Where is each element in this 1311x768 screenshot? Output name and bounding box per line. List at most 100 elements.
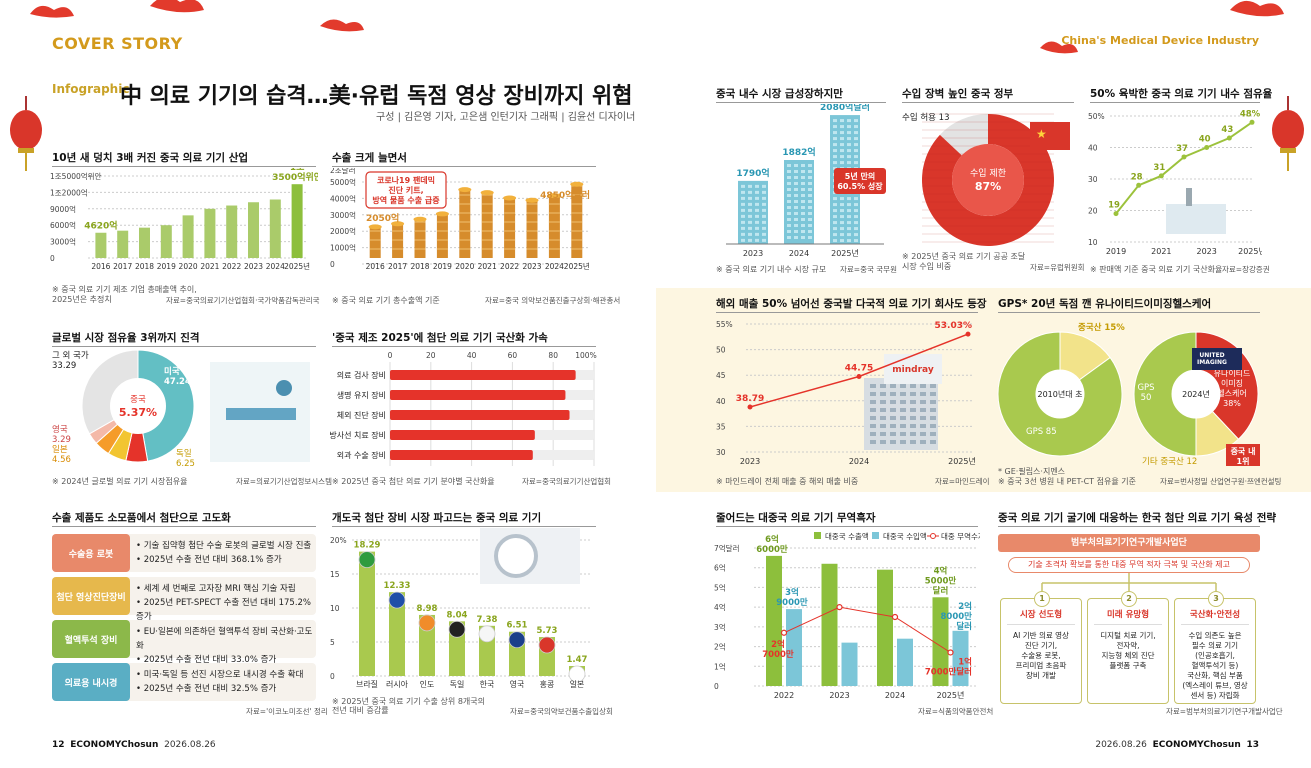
x-tick-label: 2023 (244, 262, 263, 271)
y-category-label: 외과 수술 장비 (337, 450, 386, 460)
building-label: mindray (892, 365, 934, 375)
window (854, 209, 858, 213)
window (910, 392, 916, 396)
data-label: 31 (1153, 163, 1165, 173)
window (741, 202, 745, 206)
bar (390, 450, 533, 460)
window (833, 215, 837, 219)
strategy-card: 미래 유망형 디지털 치료 기기, 전자약, 지능형 체외 진단 플랫폼 구축 (1087, 598, 1169, 704)
bar (436, 213, 448, 258)
donut2-united-label: 유나이티드 이미징 헬스케어 38% (1214, 368, 1251, 408)
label-jp: 일본 4.56 (52, 445, 71, 465)
data-label: 43 (1221, 125, 1233, 135)
window (920, 392, 926, 396)
donut-center (1172, 370, 1220, 418)
window (880, 432, 886, 436)
y-tick-label: 0 (714, 682, 719, 691)
y-tick-label: 3000억 (50, 238, 76, 247)
panel9-note2: ※ 중국 3선 병원 내 PET-CT 점유율 기준 (998, 477, 1136, 486)
window (787, 200, 791, 204)
window (787, 164, 791, 168)
label-uk: 영국 3.29 (52, 424, 71, 445)
data-point (856, 373, 862, 379)
x-tick-label: 2016 (366, 262, 385, 271)
flag-icon (538, 636, 556, 654)
window (833, 125, 837, 129)
data-label: 7.38 (477, 615, 498, 625)
data-point (1204, 145, 1210, 150)
window (762, 220, 766, 224)
panel2-note: ※ 중국 의료 기기 총수출액 기준 (332, 296, 440, 305)
data-point (747, 404, 753, 410)
window (880, 384, 886, 388)
y-tick-label: 30 (1088, 175, 1098, 184)
window (833, 209, 837, 213)
bar (392, 223, 404, 258)
footer-left-date: 2026.08.26 (164, 740, 216, 750)
donut1-gps-label: GPS 85 (1026, 427, 1057, 437)
window (880, 416, 886, 420)
panel8-source: 자료=마인드레이 (935, 477, 990, 486)
x-tick-label: 독일 (450, 680, 465, 689)
panel1-chart: 1조5000억위안 1조2000억 9000억 6000억 3000억 0 2016 2017… (50, 168, 318, 271)
callout-text: 코로나19 팬데믹 진단 키트, 방역 물품 수출 급증 (372, 175, 440, 205)
x-tick-label: 2016 (91, 262, 110, 271)
x-tick-label: 2024 (849, 457, 869, 466)
export-row: 의료용 내시경 • 미국·독일 등 선진 시장으로 내시경 수출 확대 • 2025… (52, 663, 316, 701)
window (847, 227, 851, 231)
label-us: 미국 47.24 (164, 366, 191, 387)
data-label: 38.79 (736, 394, 764, 404)
window (762, 232, 766, 236)
bar-export (766, 555, 782, 686)
footer-right: 2026.08.26 ECONOMYChosun 13 (1095, 740, 1259, 750)
window (910, 400, 916, 404)
y-tick-label: 5000억 (330, 178, 356, 187)
footer-right-page: 13 (1246, 740, 1259, 750)
window (787, 218, 791, 222)
donut2-center-label: 2024년 (1182, 389, 1210, 399)
window (787, 230, 791, 234)
window (890, 408, 896, 412)
legend-marker (930, 533, 936, 539)
window (748, 220, 752, 224)
credit-line: 구성 | 김은영 기자, 고은샘 인턴기자 그래픽 | 김윤선 디자이너 (376, 112, 636, 123)
window (808, 230, 812, 234)
card-number: 2 (1121, 591, 1137, 607)
card-number: 3 (1208, 591, 1224, 607)
bar (182, 215, 194, 258)
y-tick-label: 45 (716, 371, 726, 380)
bar (414, 219, 426, 258)
window (801, 218, 805, 222)
y-tick-label: 1억 (714, 662, 726, 671)
x-tick-label: 2019 (1106, 247, 1126, 256)
series-line-balance (783, 606, 951, 653)
label-export-last: 4억 5000만 달러 (925, 565, 957, 596)
x-tick-label: 한국 (480, 680, 495, 689)
window (920, 400, 926, 404)
data-label: 53.03% (935, 321, 973, 331)
x-tick-label: 2019 (433, 262, 452, 271)
donut-center (110, 378, 166, 434)
x-tick-label: 영국 (510, 679, 525, 689)
panel10-title: 수출 제품도 소모품에서 첨단으로 고도화 (52, 512, 231, 524)
window (833, 203, 837, 207)
x-tick-label: 100% (575, 351, 596, 360)
balance-point (780, 629, 788, 636)
lantern-left-icon (10, 96, 42, 171)
panel6-source: 자료=의료기기산업정보시스템 (236, 477, 332, 486)
panel2-source: 자료=중국 의약보건품진출구상회·해관총서 (485, 296, 621, 305)
scanner-ring (494, 534, 538, 578)
window (801, 236, 805, 240)
window (741, 232, 745, 236)
window (930, 400, 936, 404)
window (847, 161, 851, 165)
x-tick-label: 2023 (522, 262, 541, 271)
window (840, 119, 844, 123)
donut-center (952, 144, 1024, 216)
window (840, 215, 844, 219)
x-tick-label: 2024 (885, 691, 905, 700)
window (920, 424, 926, 428)
window (900, 400, 906, 404)
data-label: 48% (1240, 109, 1261, 119)
window (854, 203, 858, 207)
